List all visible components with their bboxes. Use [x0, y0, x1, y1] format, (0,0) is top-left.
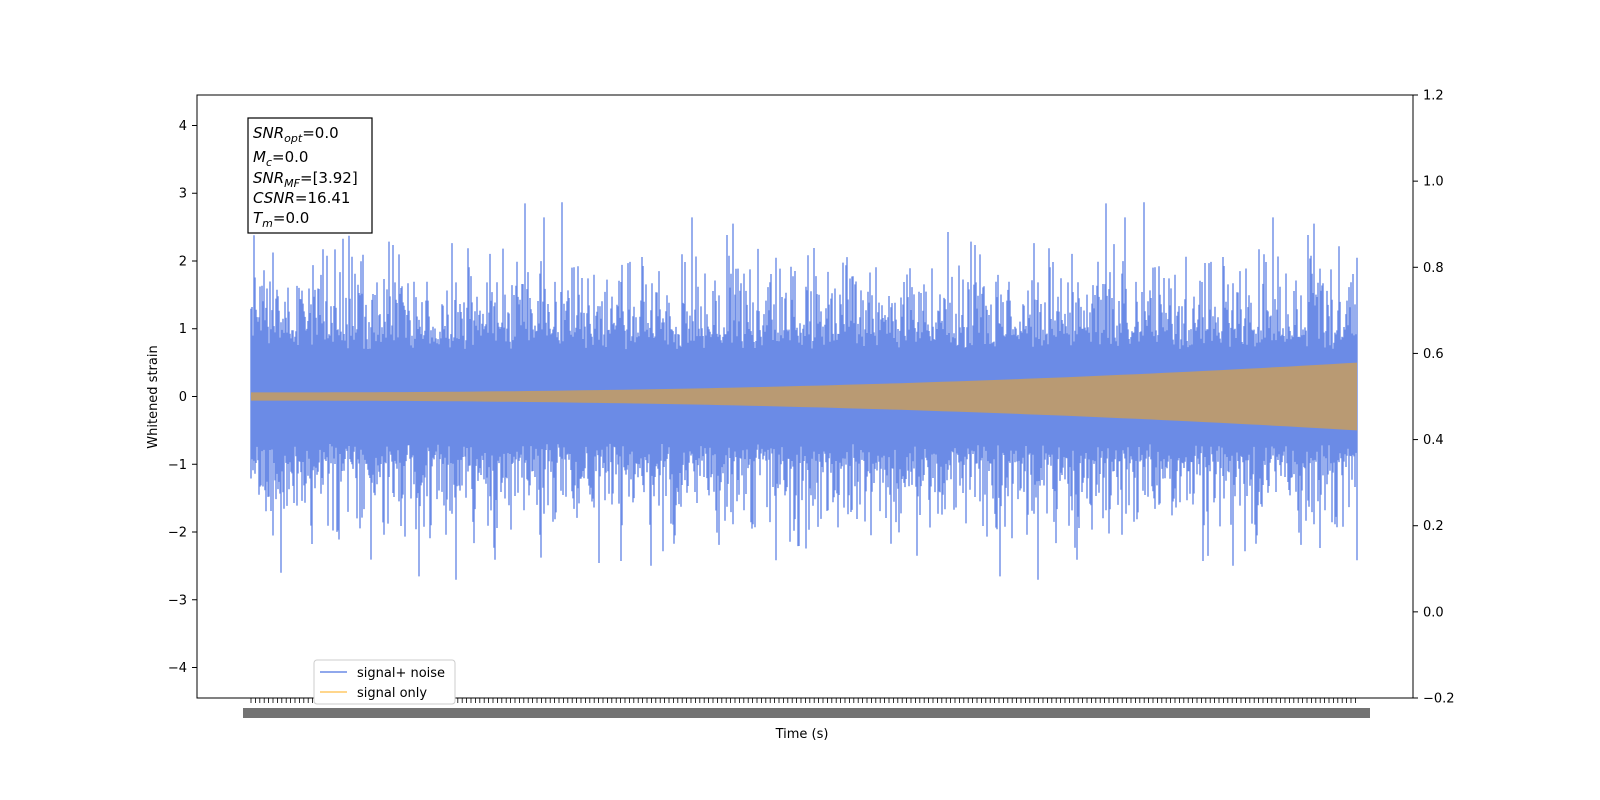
y-right-tick-label: 1.2 [1423, 89, 1444, 104]
y-right-tick-label: −0.2 [1423, 692, 1455, 707]
stats-line: Mc=0.0 [253, 148, 308, 169]
y-right-tick-label: 1.0 [1423, 175, 1444, 190]
y-left-tick-label: 4 [179, 119, 187, 134]
y-right-tick-label: 0.2 [1423, 519, 1444, 534]
y-left-tick-label: −4 [168, 661, 187, 676]
series-signal-only [251, 362, 1357, 431]
y-left-tick-label: 1 [179, 322, 187, 337]
stats-line: Tm=0.0 [253, 209, 309, 230]
x-axis-label: Time (s) [775, 727, 829, 742]
y-left-tick-label: 3 [179, 187, 187, 202]
y-axis-left: −4 −3 −2 −1 0 1 2 3 4 [168, 119, 197, 676]
y-left-tick-label: 2 [179, 254, 187, 269]
y-left-tick-label: −1 [168, 458, 187, 473]
y-right-tick-label: 0.6 [1423, 347, 1444, 362]
y-right-tick-label: 0.4 [1423, 433, 1444, 448]
stats-line: SNRopt=0.0 [253, 124, 339, 145]
stats-line: CSNR=16.41 [253, 189, 350, 207]
y-right-tick-label: 0.8 [1423, 261, 1444, 276]
y-right-tick-label: 0.0 [1423, 605, 1444, 620]
legend: signal+ noise signal only [313, 659, 456, 705]
y-axis-label: Whitened strain [146, 345, 161, 448]
y-axis-right: −0.2 0.0 0.2 0.4 0.6 0.8 1.0 1.2 [1413, 89, 1455, 707]
signal-trace [251, 362, 1357, 431]
y-left-tick-label: −2 [168, 526, 187, 541]
y-left-tick-label: −3 [168, 593, 187, 608]
y-left-tick-label: 0 [179, 390, 187, 405]
legend-label-signal-noise: signal+ noise [357, 666, 445, 681]
x-tick-labels-overlapped [243, 708, 1370, 718]
legend-label-signal-only: signal only [357, 686, 427, 701]
stats-line: SNRMF=[3.92] [253, 169, 358, 190]
